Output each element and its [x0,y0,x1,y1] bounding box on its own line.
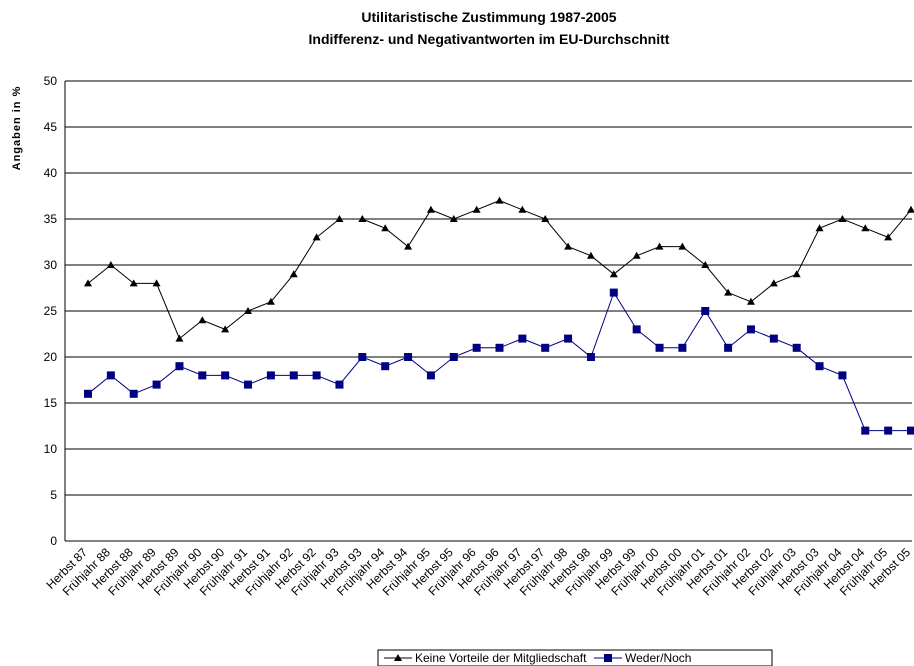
y-tick-label: 20 [44,350,58,364]
series-line [87,200,912,340]
point [495,196,504,204]
point [724,343,733,352]
point [769,279,778,287]
point [358,215,367,222]
y-tick-label: 15 [44,396,58,410]
point [244,380,253,389]
point [564,334,573,343]
point [792,270,801,278]
legend-marker [604,654,612,662]
point [609,288,618,297]
point [244,307,253,314]
point [289,270,298,278]
point [838,371,847,380]
point [746,297,755,305]
point [129,279,138,287]
point [861,426,870,435]
point [129,389,138,398]
point [221,371,230,380]
legend-label: Keine Vorteile der Mitgliedschaft [415,651,587,665]
y-axis-label: Angaben in % [11,86,23,171]
point [792,343,801,352]
point [861,224,870,232]
point [701,261,710,268]
y-tick-label: 40 [44,166,58,180]
point [289,371,298,380]
point [266,371,275,380]
point [381,362,390,371]
chart-subtitle: Indifferenz- und Negativantworten im EU-… [309,31,670,47]
point [312,371,321,380]
point [335,215,344,222]
point [678,242,687,250]
point [586,251,595,259]
point [586,353,595,361]
point [884,426,893,435]
point [838,215,847,222]
point [335,380,344,389]
point [518,334,527,343]
point [449,353,458,361]
point [541,215,550,222]
point [175,362,184,371]
point [518,205,527,213]
y-tick-label: 25 [44,304,58,318]
y-tick-label: 10 [44,442,58,456]
point [152,279,161,287]
point [678,343,687,352]
chart-title: Utilitaristische Zustimmung 1987-2005 [361,9,616,25]
legend [377,649,773,666]
point [472,205,481,213]
point [221,325,230,333]
point [84,389,92,398]
point [655,343,664,352]
point [724,288,733,296]
point [907,426,914,435]
y-tick-label: 5 [50,488,57,502]
point [472,343,481,352]
point [312,233,321,241]
point [907,205,914,213]
point [404,242,413,250]
point [152,380,161,389]
point [106,371,115,380]
point [815,224,824,232]
point [198,316,207,324]
point [609,270,618,278]
point [769,334,778,343]
point [815,362,824,371]
point [701,307,710,315]
point [175,334,184,342]
point [632,325,641,334]
point [381,224,390,232]
point [358,353,367,361]
point [884,233,893,241]
series-line [87,291,911,432]
point [198,371,207,380]
point [495,343,504,352]
legend-label: Weder/Noch [625,651,691,665]
point [449,215,458,222]
point [426,371,435,380]
y-tick-label: 45 [44,120,58,134]
point [426,205,435,213]
point [746,325,755,334]
point [541,343,550,352]
y-tick-label: 0 [50,534,57,548]
point [266,297,275,305]
y-tick-label: 50 [44,74,58,88]
point [632,251,641,259]
point [564,242,573,250]
point [655,242,664,250]
point [84,279,92,287]
legend-marker [394,654,402,661]
y-tick-label: 30 [44,258,58,272]
point [404,353,413,361]
point [106,261,115,268]
y-tick-label: 35 [44,212,58,226]
